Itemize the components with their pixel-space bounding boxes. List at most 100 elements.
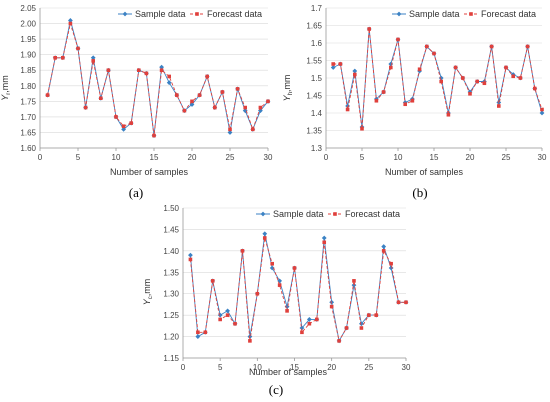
y-tick-label-b: 1.7	[311, 4, 323, 13]
x-tick-label-a: 15	[150, 153, 159, 162]
data-point-b-forecast	[389, 65, 393, 70]
y-tick-label-b: 1.5	[311, 74, 323, 83]
y-tick-label-b: 1.35	[306, 127, 322, 136]
y-tick-label-a: 1.75	[20, 97, 36, 106]
x-tick-label-a: 30	[264, 153, 273, 162]
y-tick-label-b: 1.45	[306, 92, 322, 101]
data-point-a-forecast	[220, 90, 225, 94]
data-point-c-forecast	[307, 321, 312, 326]
data-point-c-forecast	[285, 309, 289, 313]
data-point-b-forecast	[511, 74, 515, 79]
x-tick-label-b: 10	[394, 153, 403, 162]
data-point-c-forecast	[225, 313, 230, 317]
data-point-c-forecast	[255, 291, 260, 296]
y-axis-label-b: Yh,mm	[282, 75, 294, 102]
legend-label-b-forecast: Forecast data	[481, 9, 536, 19]
y-tick-label-a: 2.00	[20, 20, 36, 29]
y-axis-label-a: Yr,mm	[0, 75, 12, 101]
data-point-b-sample	[345, 103, 350, 109]
data-point-a-forecast	[175, 93, 179, 97]
data-point-b-forecast	[345, 107, 350, 112]
x-tick-label-c: 10	[253, 363, 262, 372]
data-point-c-forecast	[315, 317, 319, 322]
y-axis-label-c: Yc,mm	[142, 279, 154, 306]
data-point-c-forecast	[277, 283, 282, 287]
y-tick-label-b: 1.55	[306, 57, 322, 66]
data-point-c-forecast	[322, 240, 327, 245]
x-tick-label-c: 0	[181, 363, 186, 372]
data-point-a-forecast	[61, 55, 65, 60]
data-point-a-forecast	[68, 21, 73, 26]
data-point-a-sample	[159, 64, 164, 70]
x-tick-label-b: 25	[502, 153, 511, 162]
series-line-c-forecast	[189, 237, 406, 343]
data-point-a-forecast	[83, 105, 88, 110]
data-point-c-forecast	[381, 249, 386, 253]
data-point-c-forecast	[240, 249, 245, 253]
data-point-c-forecast	[300, 330, 304, 335]
y-tick-label-c: 1.20	[163, 333, 179, 342]
data-point-b-forecast	[425, 44, 429, 49]
data-point-c-forecast	[203, 330, 208, 335]
data-point-b-forecast	[403, 102, 407, 107]
series-line-c-sample	[189, 233, 406, 343]
data-point-a-forecast	[197, 93, 202, 97]
data-point-c-forecast	[196, 330, 200, 335]
x-tick-label-a: 10	[112, 153, 121, 162]
legend-label-b-sample: Sample data	[409, 9, 460, 19]
data-point-b-forecast	[482, 81, 487, 86]
y-tick-label-a: 1.95	[20, 35, 36, 44]
data-point-a-sample	[242, 108, 248, 114]
data-point-c-forecast	[218, 317, 222, 322]
data-point-a-sample	[227, 130, 233, 135]
data-point-a-forecast	[45, 93, 50, 97]
data-point-a-forecast	[144, 71, 149, 76]
data-point-b-forecast	[489, 44, 494, 49]
chart-panel-c: (c) Number of samples Yc,mm 1.15 1.20 1.25…	[142, 204, 411, 397]
data-point-a-forecast	[53, 55, 57, 60]
data-point-b-sample	[330, 65, 336, 70]
data-point-c-sample	[329, 299, 335, 305]
data-point-b-forecast	[453, 65, 458, 70]
data-point-c-forecast	[396, 300, 401, 305]
data-point-b-forecast	[381, 90, 386, 94]
data-point-c-forecast	[270, 261, 274, 266]
data-point-c-sample	[321, 235, 327, 241]
data-point-c-forecast	[352, 279, 356, 283]
data-point-c-sample	[299, 325, 305, 331]
data-point-b-forecast	[518, 76, 523, 80]
y-tick-label-a: 1.70	[20, 113, 36, 122]
y-tick-label-a: 1.65	[20, 128, 36, 137]
x-tick-label-c: 15	[290, 363, 299, 372]
y-tick-label-c: 1.45	[163, 225, 179, 234]
data-point-a-forecast	[258, 105, 263, 110]
x-tick-label-b: 5	[360, 153, 365, 162]
data-point-b-forecast	[525, 44, 530, 49]
data-point-a-forecast	[121, 124, 126, 129]
y-tick-label-c: 1.35	[163, 268, 179, 277]
data-point-c-sample	[188, 252, 193, 258]
data-point-b-forecast	[439, 79, 443, 84]
y-tick-label-c: 1.40	[163, 247, 179, 256]
data-point-a-forecast	[106, 68, 111, 73]
data-point-a-forecast	[251, 127, 255, 132]
x-tick-label-a: 25	[226, 153, 235, 162]
data-point-c-sample	[225, 308, 230, 314]
x-tick-label-c: 20	[327, 363, 336, 372]
data-point-b-sample	[539, 110, 545, 116]
legend-marker-a-forecast	[195, 12, 199, 16]
data-point-b-sample	[438, 75, 444, 81]
data-point-c-forecast	[344, 326, 349, 330]
data-point-c-forecast	[248, 339, 252, 343]
data-point-b-forecast	[533, 86, 537, 91]
y-tick-label-c: 1.15	[163, 354, 179, 363]
y-axis-label-b-sub: h	[288, 92, 294, 95]
data-point-c-forecast	[367, 313, 371, 317]
data-point-b-forecast	[410, 98, 415, 103]
x-tick-label-b: 30	[538, 153, 547, 162]
y-axis-label-b-unit: ,mm	[282, 75, 292, 93]
data-point-c-sample	[262, 231, 268, 237]
data-point-c-forecast	[233, 321, 237, 326]
data-point-c-forecast	[188, 257, 193, 262]
